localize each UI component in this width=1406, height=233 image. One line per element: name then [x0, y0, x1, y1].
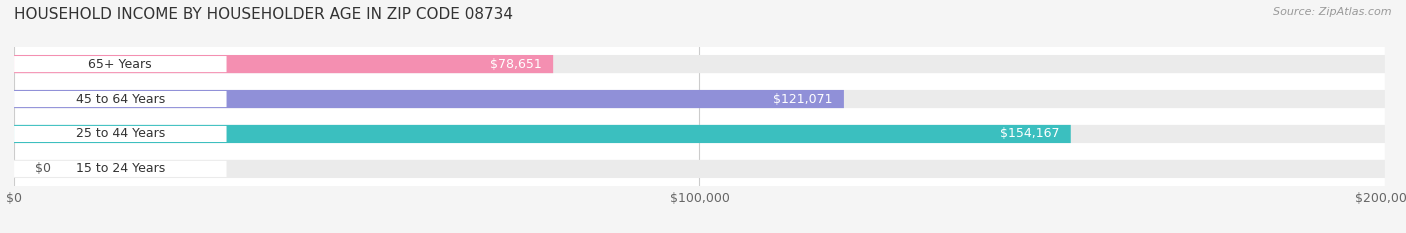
FancyBboxPatch shape	[14, 125, 1071, 143]
FancyBboxPatch shape	[14, 161, 226, 177]
Text: $0: $0	[35, 162, 51, 175]
FancyBboxPatch shape	[14, 90, 1385, 108]
Text: Source: ZipAtlas.com: Source: ZipAtlas.com	[1274, 7, 1392, 17]
Text: $121,071: $121,071	[773, 93, 832, 106]
Text: 65+ Years: 65+ Years	[89, 58, 152, 71]
Text: HOUSEHOLD INCOME BY HOUSEHOLDER AGE IN ZIP CODE 08734: HOUSEHOLD INCOME BY HOUSEHOLDER AGE IN Z…	[14, 7, 513, 22]
FancyBboxPatch shape	[14, 160, 1385, 178]
FancyBboxPatch shape	[14, 55, 553, 73]
Text: 15 to 24 Years: 15 to 24 Years	[76, 162, 165, 175]
Text: 25 to 44 Years: 25 to 44 Years	[76, 127, 165, 140]
Text: $154,167: $154,167	[1000, 127, 1060, 140]
FancyBboxPatch shape	[14, 91, 226, 107]
FancyBboxPatch shape	[14, 126, 226, 142]
FancyBboxPatch shape	[14, 55, 1385, 73]
FancyBboxPatch shape	[14, 90, 844, 108]
FancyBboxPatch shape	[14, 125, 1385, 143]
Text: 45 to 64 Years: 45 to 64 Years	[76, 93, 165, 106]
Text: $78,651: $78,651	[491, 58, 543, 71]
FancyBboxPatch shape	[14, 56, 226, 72]
